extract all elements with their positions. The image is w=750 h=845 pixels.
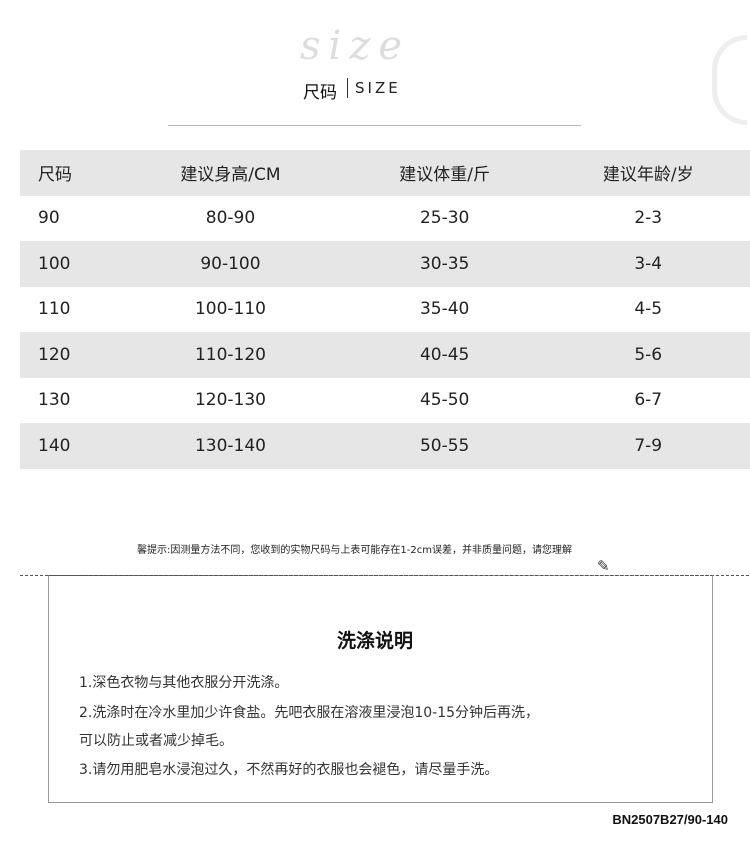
table-row: 140 130-140 50-55 7-9 [20,423,750,469]
table-cell: 45-50 [419,390,470,411]
table-row: 130 120-130 45-50 6-7 [20,378,750,424]
title-divider [347,78,348,98]
table-cell: 140 [38,435,71,456]
washing-box [48,575,713,803]
table-cell: 100 [38,253,71,274]
header-rule [168,125,581,126]
table-cell: 6-7 [634,390,663,411]
decorative-circle [712,35,747,125]
col-header: 建议身高/CM [180,165,281,186]
table-cell: 4-5 [634,299,663,320]
washing-line: 1.深色衣物与其他衣服分开洗涤。 [79,675,289,691]
table-cell: 120 [38,344,71,365]
table-row: 120 110-120 40-45 5-6 [20,332,750,378]
col-header: 建议体重/斤 [399,165,491,186]
table-cell: 30-35 [419,253,470,274]
table-cell: 110 [38,299,71,320]
col-header: 建议年龄/岁 [602,165,694,186]
table-row: 90 80-90 25-30 2-3 [20,196,750,242]
table-cell: 40-45 [419,344,470,365]
title-en: SIZE [355,79,401,97]
table-row: 100 90-100 30-35 3-4 [20,241,750,287]
table-cell: 80-90 [205,208,256,229]
table-header: 尺码 建议身高/CM 建议体重/斤 建议年龄/岁 [20,150,750,196]
size-table: 尺码 建议身高/CM 建议体重/斤 建议年龄/岁 90 80-90 25-30 2-3… [20,150,750,469]
product-code: BN2507B27/90-140 [612,812,728,827]
table-cell: 120-130 [194,390,266,411]
table-cell: 3-4 [634,253,663,274]
title-cn: 尺码 [303,83,337,103]
table-cell: 35-40 [419,299,470,320]
table-row: 110 100-110 35-40 4-5 [20,287,750,333]
washing-title: 洗涤说明 [336,630,413,652]
pencil-icon: ✎ [597,557,610,575]
script-watermark: size [300,23,411,69]
washing-line: 3.请勿用肥皂水浸泡过久，不然再好的衣服也会褪色，请尽量手洗。 [79,762,499,778]
washing-line: 可以防止或者减少掉毛。 [79,733,233,749]
table-cell: 100-110 [194,299,266,320]
table-cell: 130-140 [194,435,266,456]
table-cell: 90-100 [200,253,261,274]
table-cell: 50-55 [419,435,470,456]
table-cell: 130 [38,390,71,411]
measurement-note: 馨提示:因测量方法不同，您收到的实物尺码与上表可能存在1-2cm误差，并非质量问… [137,545,572,556]
col-header: 尺码 [38,165,72,186]
table-cell: 7-9 [634,435,663,456]
table-cell: 5-6 [634,344,663,365]
table-cell: 90 [38,208,60,229]
washing-line: 2.洗涤时在冷水里加少许食盐。先吧衣服在溶液里浸泡10-15分钟后再洗， [79,705,540,721]
table-cell: 25-30 [419,208,470,229]
table-cell: 2-3 [634,208,663,229]
table-cell: 110-120 [194,344,266,365]
